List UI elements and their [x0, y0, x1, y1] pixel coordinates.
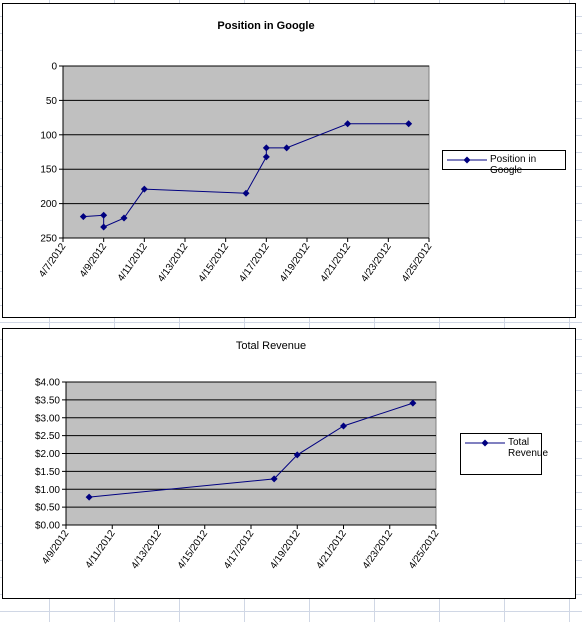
- y-tick-label: 0: [51, 62, 57, 73]
- x-tick-label: 4/25/2012: [400, 241, 435, 284]
- y-tick-label: 100: [40, 130, 57, 141]
- x-tick-label: 4/17/2012: [222, 528, 257, 571]
- y-tick-label: $4.00: [35, 378, 60, 389]
- y-tick-label: $0.00: [35, 521, 60, 532]
- y-tick-label: $1.50: [35, 467, 60, 478]
- legend: Total Revenue: [460, 433, 548, 475]
- data-point: [262, 153, 270, 161]
- chart-title: Total Revenue: [236, 340, 306, 352]
- data-point: [242, 189, 250, 197]
- legend-label: Position in Google: [490, 154, 537, 176]
- x-tick-label: 4/9/2012: [78, 241, 110, 280]
- data-point: [270, 475, 278, 483]
- data-point: [344, 120, 352, 128]
- plot-area: [62, 65, 430, 239]
- chart: Total Revenue $0.00 $0.50 $1.00 $1.50 $2.00 $2…: [35, 340, 442, 571]
- y-tick-label: 50: [46, 96, 58, 107]
- y-tick-label: $1.00: [35, 485, 60, 496]
- y-tick-label: 200: [40, 199, 57, 210]
- legend-swatch: [465, 439, 505, 447]
- y-tick-label: $2.50: [35, 431, 60, 442]
- data-point: [100, 223, 108, 231]
- x-tick-label: 4/21/2012: [319, 241, 354, 284]
- data-point: [79, 213, 87, 221]
- y-tick-label: 250: [40, 234, 57, 245]
- legend-marker: [481, 439, 489, 447]
- data-point: [262, 144, 270, 152]
- data-point: [293, 451, 301, 459]
- x-tick-label: 4/9/2012: [40, 528, 72, 567]
- x-tick-label: 4/11/2012: [116, 241, 150, 284]
- y-tick-label: $0.50: [35, 503, 60, 514]
- x-tick-label: 4/15/2012: [176, 528, 211, 571]
- data-point: [85, 493, 93, 501]
- x-tick-label: 4/19/2012: [278, 241, 313, 284]
- chart-area: Position in Google 0 50 100 150 200 250 4/7/201…: [2, 3, 576, 318]
- x-tick-label: 4/23/2012: [359, 241, 394, 284]
- x-tick-label: 4/13/2012: [156, 241, 191, 284]
- x-tick-label: 4/13/2012: [129, 528, 164, 571]
- x-tick-label: 4/21/2012: [314, 528, 349, 571]
- data-point: [283, 144, 291, 152]
- data-point: [120, 214, 128, 222]
- x-tick-label: 4/11/2012: [84, 528, 118, 571]
- x-tick-label: 4/15/2012: [197, 241, 232, 284]
- x-tick-label: 4/25/2012: [407, 528, 442, 571]
- y-tick-label: $2.00: [35, 449, 60, 460]
- data-point: [340, 422, 347, 430]
- chart: Position in Google 0 50 100 150 200 2504/7/201…: [37, 20, 435, 284]
- y-tick-label: $3.50: [35, 395, 60, 406]
- y-tick-label: $3.00: [35, 413, 60, 424]
- x-tick-label: 4/19/2012: [268, 528, 303, 571]
- legend: Position in Google: [442, 150, 566, 176]
- data-point: [140, 185, 148, 193]
- x-tick-label: 4/7/2012: [37, 241, 69, 280]
- y-tick-label: 150: [40, 165, 57, 176]
- legend-marker: [463, 156, 471, 164]
- data-point: [409, 399, 417, 407]
- chart-title: Position in Google: [217, 20, 314, 32]
- chart-area: Total Revenue $0.00 $0.50 $1.00 $1.50 $2.00 $2…: [2, 328, 576, 599]
- data-point: [405, 120, 413, 128]
- x-tick-label: 4/23/2012: [361, 528, 396, 571]
- x-tick-label: 4/17/2012: [237, 241, 272, 284]
- legend-swatch: [447, 156, 487, 164]
- legend-label: Total Revenue: [508, 437, 549, 459]
- data-point: [100, 211, 108, 219]
